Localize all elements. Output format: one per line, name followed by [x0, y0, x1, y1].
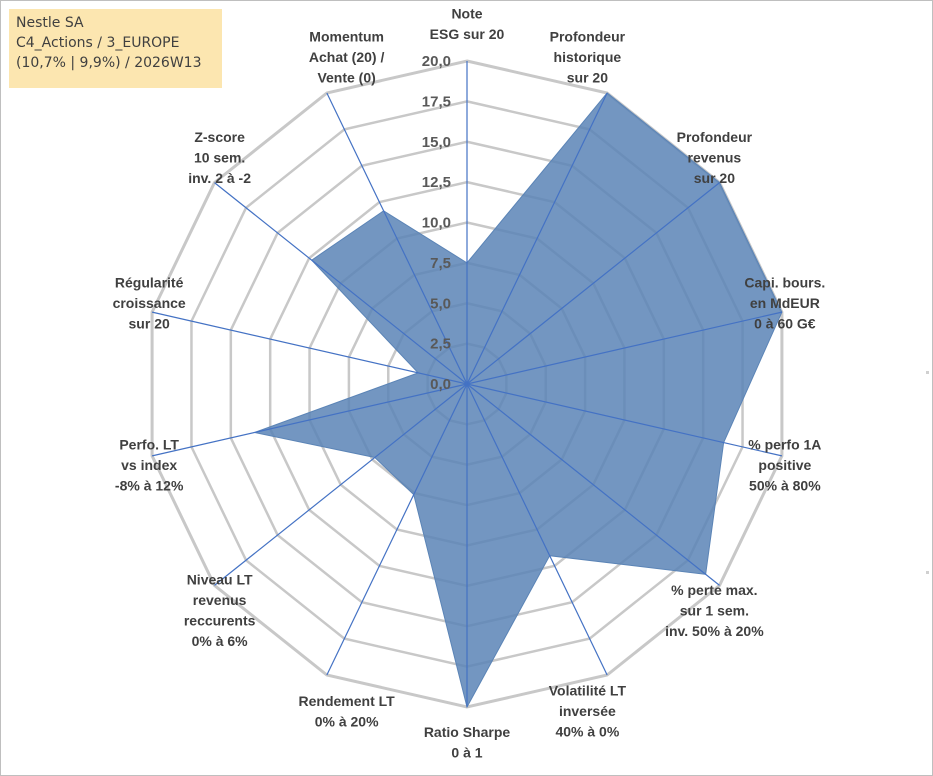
tick-label: 7,5 — [430, 255, 451, 272]
category-path: C4_Actions / 3_EUROPE — [16, 35, 180, 51]
axis-label-line: sur 1 sem. — [680, 602, 749, 618]
axis-label-line: 0 à 60 G€ — [754, 316, 816, 332]
axis-label-line: Volatilité LT — [549, 683, 627, 699]
tick-label: 10,0 — [422, 215, 451, 232]
performance-week: (10,7% | 9,9%) / 2026W13 — [16, 55, 202, 71]
axis-label-line: inv. 2 à -2 — [188, 170, 251, 186]
axis-label-line: Z-score — [194, 129, 245, 145]
axis-label-group: Volatilité LT inversée 40% à 0% — [549, 683, 627, 740]
axis-label-line: historique — [554, 49, 622, 65]
axis-spoke — [151, 383, 468, 457]
axis-label-line: 0% à 20% — [315, 713, 379, 729]
axis-label-line: Ratio Sharpe — [424, 724, 511, 740]
tick-label: 0,0 — [430, 376, 451, 393]
axis-label-line: % perte max. — [671, 582, 757, 598]
axis-label-line: inversée — [559, 703, 616, 719]
radar-axis-labels: Note ESG sur 20 Profondeur historique sur 20… — [113, 6, 826, 761]
axis-label-line: Niveau LT — [187, 572, 253, 588]
axis-spoke — [466, 383, 608, 676]
axis-label-line: Capi. bours. — [744, 275, 825, 291]
axis-label-line: % perfo 1A — [748, 436, 821, 452]
axis-label-line: 40% à 0% — [555, 724, 619, 740]
axis-label-line: en MdEUR — [750, 295, 820, 311]
axis-label-line: Régularité — [115, 275, 184, 291]
tick-label: 5,0 — [430, 295, 451, 312]
axis-label-line: croissance — [113, 295, 186, 311]
axis-label-line: 0% à 6% — [192, 633, 249, 649]
radar-spokes — [151, 61, 783, 707]
axis-label-line: vs index — [121, 457, 177, 473]
axis-label-group: Profondeur revenus sur 20 — [677, 129, 753, 186]
axis-label-group: % perte max. sur 1 sem. inv. 50% à 20% — [665, 582, 764, 639]
axis-spoke — [466, 182, 720, 385]
axis-label-group: Note ESG sur 20 — [430, 6, 505, 43]
tick-label: 17,5 — [422, 93, 451, 110]
edge-mark — [926, 371, 929, 374]
axis-label-line: Perfo. LT — [119, 436, 179, 452]
axis-spoke — [151, 311, 468, 385]
axis-label-line: Rendement LT — [299, 693, 396, 709]
axis-label-line: 0 à 1 — [451, 745, 482, 761]
axis-label-line: inv. 50% à 20% — [665, 623, 764, 639]
axis-label-group: % perfo 1A positive 50% à 80% — [748, 436, 821, 493]
axis-spoke — [466, 311, 783, 385]
axis-spoke — [326, 92, 468, 385]
axis-label-line: 50% à 80% — [749, 477, 821, 493]
axis-label-line: sur 20 — [567, 69, 608, 85]
axis-spoke — [326, 383, 468, 676]
axis-spoke — [466, 383, 783, 457]
info-box: Nestle SA C4_Actions / 3_EUROPE (10,7% |… — [9, 9, 222, 88]
tick-label: 2,5 — [430, 336, 451, 353]
axis-label-line: Momentum — [309, 28, 384, 44]
axis-label-group: Niveau LT revenus reccurents 0% à 6% — [184, 572, 256, 650]
axis-label-line: reccurents — [184, 613, 256, 629]
axis-label-line: -8% à 12% — [115, 477, 184, 493]
radar-tick-labels: 0,0 2,5 5,0 7,5 10,0 12,5 15,0 17,5 20,0 — [422, 53, 451, 393]
company-name: Nestle SA — [16, 15, 84, 31]
axis-spoke — [466, 383, 720, 586]
tick-label: 12,5 — [422, 174, 451, 191]
axis-spoke — [214, 383, 468, 586]
axis-spoke — [466, 92, 608, 385]
axis-label-line: revenus — [193, 592, 247, 608]
axis-label-line: Profondeur — [677, 129, 753, 145]
axis-label-line: Achat (20) / — [309, 49, 385, 65]
tick-label: 15,0 — [422, 134, 451, 151]
axis-label-line: 10 sem. — [194, 150, 245, 166]
axis-spoke — [214, 182, 468, 385]
axis-label-line: sur 20 — [694, 170, 735, 186]
axis-label-line: revenus — [688, 150, 742, 166]
axis-label-group: Profondeur historique sur 20 — [550, 28, 626, 85]
axis-label-group: Z-score 10 sem. inv. 2 à -2 — [188, 129, 251, 186]
axis-label-line: ESG sur 20 — [430, 26, 505, 42]
axis-label-group: Ratio Sharpe 0 à 1 — [424, 724, 511, 761]
axis-label-group: Capi. bours. en MdEUR 0 à 60 G€ — [744, 275, 825, 332]
axis-label-group: Perfo. LT vs index -8% à 12% — [115, 436, 184, 493]
axis-label-line: Note — [451, 6, 482, 22]
axis-label-line: sur 20 — [129, 316, 170, 332]
tick-label: 20,0 — [422, 53, 451, 70]
axis-label-line: Profondeur — [550, 28, 626, 44]
axis-label-line: positive — [758, 457, 811, 473]
axis-label-group: Momentum Achat (20) / Vente (0) — [309, 28, 385, 85]
axis-label-group: Régularité croissance sur 20 — [113, 275, 186, 332]
axis-label-line: Vente (0) — [317, 69, 375, 85]
axis-label-group: Rendement LT 0% à 20% — [299, 693, 396, 730]
edge-mark — [926, 571, 929, 574]
